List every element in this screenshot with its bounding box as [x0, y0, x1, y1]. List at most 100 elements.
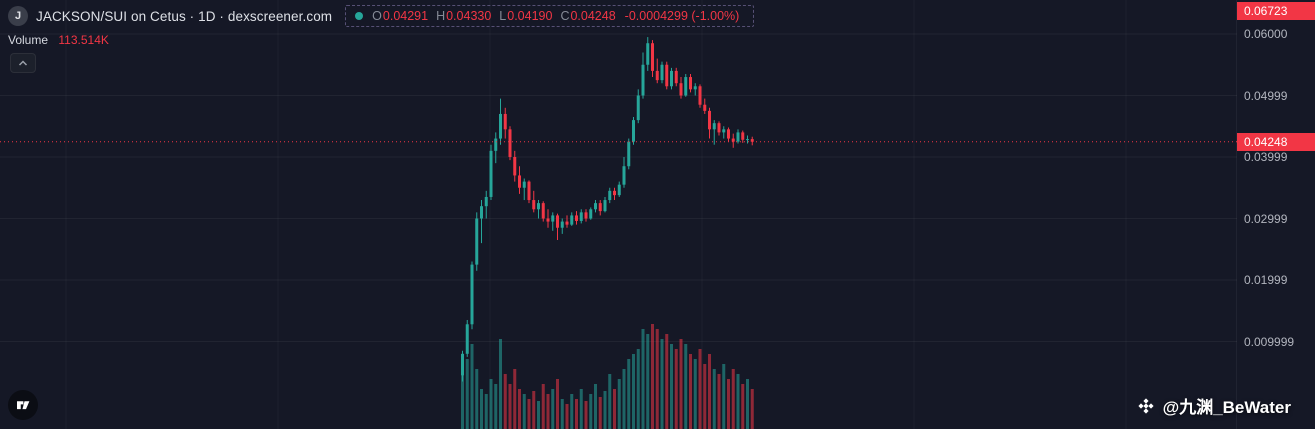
- volume-bar: [698, 349, 702, 429]
- candle-body: [641, 64, 645, 96]
- volume-bar: [693, 359, 697, 429]
- candle-body: [465, 324, 469, 354]
- volume-bar: [641, 329, 645, 429]
- candle-body: [522, 181, 526, 188]
- price-axis[interactable]: 0.06723 0.04248 0.06000 0.04999 0.03999 0.0…: [1236, 0, 1315, 429]
- volume-bar: [617, 379, 621, 429]
- candle-body: [518, 175, 521, 188]
- candle-body: [480, 206, 483, 219]
- chart-title[interactable]: JACKSON/SUI on Cetus · 1D · dexscreener.…: [36, 8, 333, 24]
- candle-body: [560, 221, 564, 228]
- candle-body: [622, 166, 626, 185]
- candle-body: [589, 209, 593, 219]
- volume-bar: [622, 369, 626, 429]
- collapse-legend-button[interactable]: [10, 53, 36, 73]
- candle-body: [603, 200, 607, 212]
- volume-bar: [655, 329, 659, 429]
- candlestick-chart[interactable]: [0, 0, 1237, 429]
- candle-body: [712, 123, 716, 130]
- volume-bar: [746, 379, 749, 429]
- candle-body: [570, 215, 574, 225]
- volume-bar: [565, 404, 569, 429]
- price-axis-label: 0.009999: [1244, 334, 1295, 349]
- low-label: L: [499, 9, 507, 23]
- candle-body: [646, 43, 650, 65]
- candle-body: [508, 129, 512, 157]
- volume-bar: [598, 397, 602, 429]
- candle-body: [708, 110, 711, 130]
- candle-body: [750, 139, 754, 142]
- chevron-up-icon: [18, 60, 28, 66]
- volume-bar: [470, 344, 474, 429]
- volume-label: Volume: [8, 33, 49, 47]
- price-axis-label: 0.03999: [1244, 150, 1288, 165]
- volume-bar: [594, 384, 597, 429]
- open-label: O: [372, 9, 382, 23]
- candle-body: [670, 70, 673, 87]
- candle-body: [484, 196, 488, 207]
- high-value: 0.04330: [446, 9, 492, 23]
- volume-bar: [589, 394, 593, 429]
- candle-body: [608, 190, 612, 201]
- volume-bar: [608, 374, 612, 429]
- volume-bar: [537, 401, 540, 429]
- candle-body: [546, 218, 550, 222]
- volume-bar: [603, 391, 607, 429]
- open-value: 0.04291: [382, 9, 429, 23]
- symbol-logo[interactable]: J: [8, 6, 28, 26]
- volume-bar: [708, 354, 711, 429]
- volume-bar: [750, 389, 754, 429]
- volume-bar: [508, 384, 512, 429]
- close-label: C: [560, 9, 570, 23]
- volume-bar: [541, 384, 545, 429]
- volume-bar: [613, 389, 616, 429]
- price-axis-label: 0.06000: [1244, 27, 1288, 41]
- price-axis-label: 0.04999: [1244, 88, 1288, 103]
- candle-body: [693, 86, 697, 90]
- candle-body: [698, 86, 702, 105]
- volume-bar: [674, 349, 678, 429]
- candle-body: [461, 353, 464, 376]
- candle-body: [527, 181, 531, 201]
- ohlc-legend: O 0.04291 H 0.04330 L 0.04190 C 0.04248 …: [345, 5, 755, 27]
- candle-body: [636, 95, 640, 121]
- volume-bar: [651, 324, 654, 429]
- volume-bar: [484, 394, 488, 429]
- candle-body: [499, 113, 502, 139]
- volume-bar: [703, 364, 707, 429]
- watermark-text: @九渊_BeWater: [1162, 398, 1291, 417]
- candle-body: [746, 139, 749, 141]
- candle-body: [651, 43, 654, 71]
- candle-body: [722, 129, 726, 133]
- candle-body: [489, 150, 493, 197]
- candle-body: [684, 77, 688, 96]
- candle-body: [475, 218, 479, 265]
- volume-bar: [570, 394, 574, 429]
- volume-legend: Volume 113.514K: [8, 33, 109, 47]
- volume-bar: [689, 354, 692, 429]
- volume-bar: [636, 349, 640, 429]
- price-axis-label: 0.01999: [1244, 273, 1288, 288]
- volume-bar: [646, 334, 650, 429]
- chart-legend: J JACKSON/SUI on Cetus · 1D · dexscreene…: [8, 5, 755, 27]
- volume-bar: [684, 344, 688, 429]
- volume-bar: [480, 389, 483, 429]
- candle-body: [556, 215, 559, 228]
- candle-body: [541, 203, 545, 219]
- candle-body: [674, 70, 678, 84]
- candle-body: [617, 184, 621, 196]
- candle-body: [689, 77, 692, 90]
- volume-bar: [632, 354, 635, 429]
- candle-body: [537, 203, 540, 210]
- tradingview-logo[interactable]: [8, 390, 38, 420]
- candle-body: [660, 64, 664, 81]
- volume-bar: [579, 389, 583, 429]
- volume-bar: [679, 339, 683, 429]
- volume-bar: [551, 389, 555, 429]
- low-value: 0.04190: [507, 9, 553, 23]
- candle-body: [579, 212, 583, 221]
- watermark: @九渊_BeWater: [1137, 393, 1291, 418]
- candle-body: [736, 132, 740, 142]
- close-value: 0.04248: [570, 9, 616, 23]
